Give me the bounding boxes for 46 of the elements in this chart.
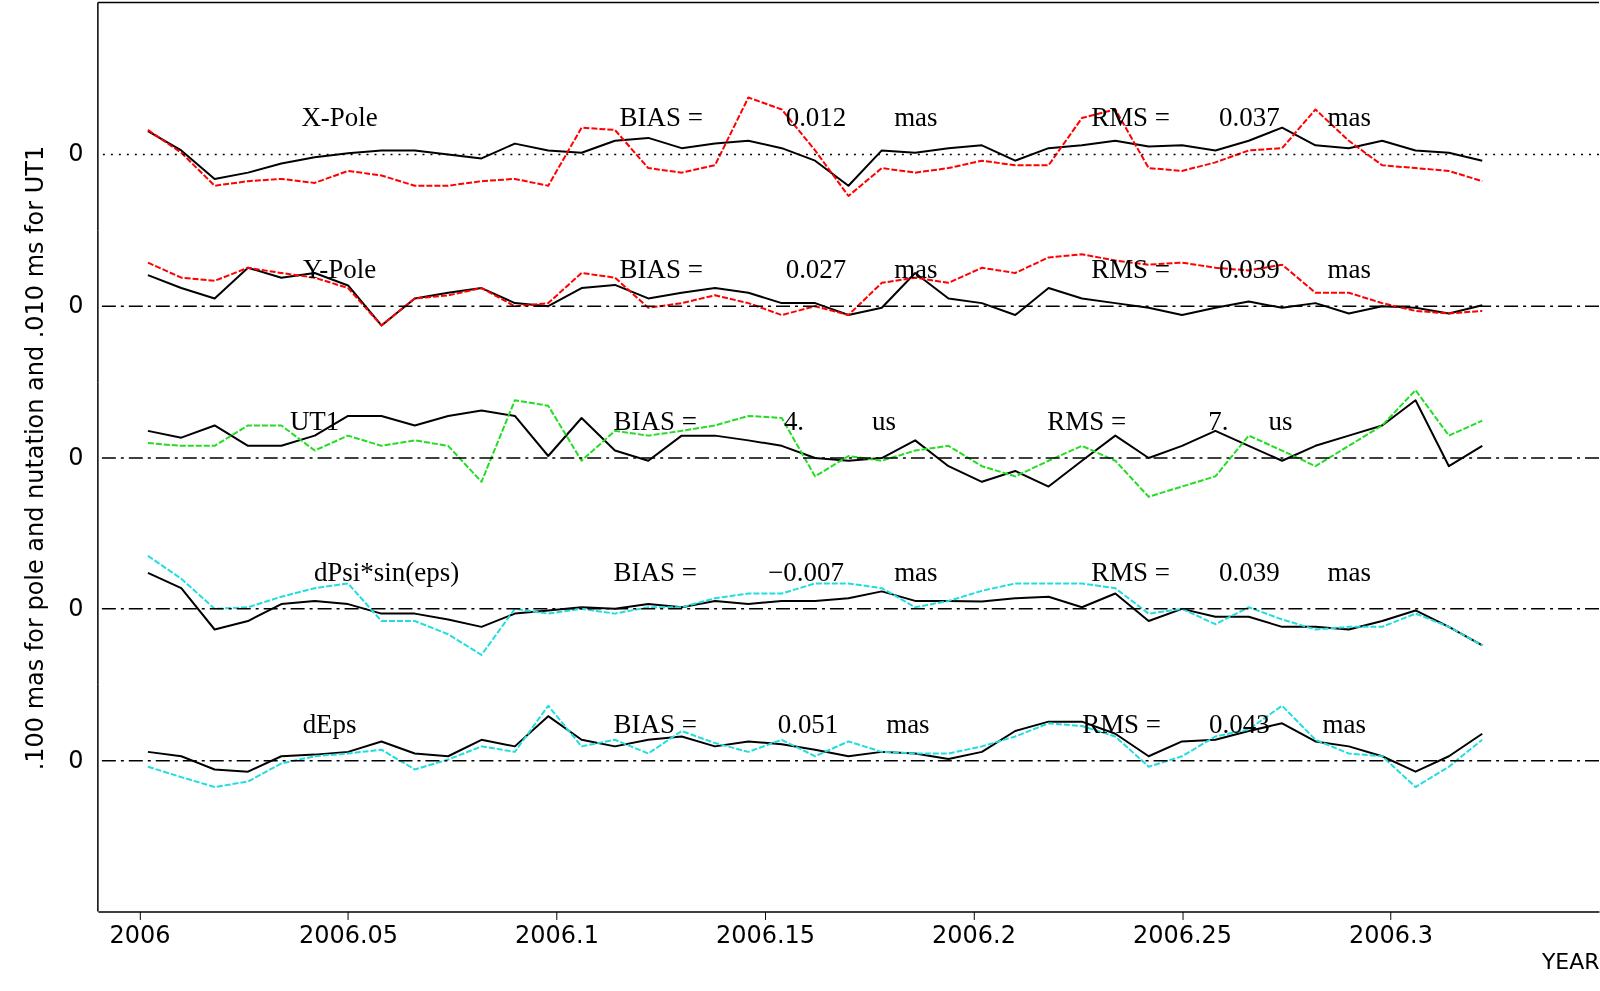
- annotation: 0.051: [777, 708, 839, 739]
- x-tick-label: 2006.05: [299, 920, 399, 949]
- annotation: RMS =: [1091, 556, 1171, 587]
- y-axis-title: .100 mas for pole and nutation and .010 ms for UT1: [20, 145, 49, 771]
- annotation: mas: [894, 102, 938, 133]
- x-tick-label: 2006.3: [1349, 920, 1433, 949]
- annotation: UT1: [289, 406, 340, 437]
- annotation: 4.: [783, 406, 805, 437]
- annotation: mas: [1327, 102, 1372, 133]
- annotation: RMS =: [1091, 254, 1171, 285]
- annotation: Y-Pole: [302, 254, 377, 285]
- annotation: RMS =: [1082, 708, 1162, 739]
- annotation: mas: [886, 708, 930, 739]
- annotation: us: [1268, 406, 1293, 437]
- x-tick-label: 2006: [109, 920, 171, 949]
- annotation: BIAS =: [613, 708, 697, 739]
- text: 0: [68, 593, 84, 622]
- annotation: BIAS =: [613, 556, 697, 587]
- x-tick-label: 2006.25: [1132, 920, 1233, 949]
- annotation: mas: [894, 254, 938, 285]
- annotation: 0.027: [785, 254, 847, 285]
- annotation: BIAS =: [619, 254, 703, 285]
- annotation: 0.037: [1219, 102, 1280, 133]
- annotation: mas: [1322, 708, 1367, 739]
- x-tick-label: 2006.2: [932, 920, 1016, 949]
- text: 0: [68, 139, 84, 168]
- annotation: X-Pole: [301, 102, 378, 133]
- annotation: 0.039: [1219, 556, 1280, 587]
- annotation: mas: [894, 556, 938, 587]
- x-tick-label: 2006.15: [715, 920, 816, 949]
- annotation: RMS =: [1047, 406, 1127, 437]
- x-axis-title: YEAR: [1540, 948, 1600, 974]
- annotation: dEps: [302, 708, 357, 739]
- annotation: dPsi*sin(eps): [313, 556, 460, 587]
- annotation: −0.007: [768, 556, 844, 587]
- text: 0: [68, 745, 84, 774]
- annotation: 7.: [1208, 406, 1229, 437]
- annotation: BIAS =: [613, 406, 697, 437]
- annotation: 0.012: [785, 102, 847, 133]
- text: 0: [68, 443, 84, 472]
- text: 0: [68, 291, 84, 320]
- annotation: mas: [1327, 556, 1372, 587]
- x-tick-label: 2006.1: [515, 920, 599, 949]
- annotation: us: [871, 406, 896, 437]
- annotation: mas: [1327, 254, 1372, 285]
- annotation: BIAS =: [619, 102, 703, 133]
